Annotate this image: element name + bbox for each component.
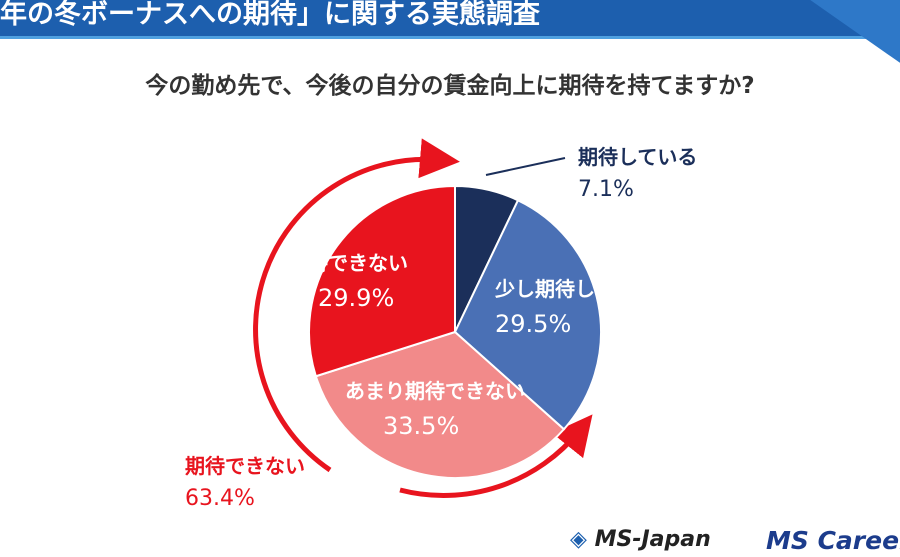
ms-career-logo: MS Career [766, 526, 900, 555]
annotation-value: 63.4% [185, 486, 255, 511]
label-1: 少し期待している [494, 277, 654, 301]
pie-slice-2 [314, 330, 566, 479]
value-3: 29.9% [318, 284, 394, 312]
ms-japan-logo: ◈ MS-Japan [570, 527, 711, 552]
pie-slice-3 [308, 184, 456, 378]
leader-line [485, 157, 566, 176]
value-0: 7.1% [578, 177, 634, 202]
arc-arrow [253, 138, 460, 473]
chart-title: 今の勤め先で、今後の自分の賃金向上に期待を持てますか? [145, 73, 755, 99]
annotation-label: 期待できない [185, 454, 305, 478]
value-1: 29.5% [495, 310, 571, 338]
label-2: あまり期待できない [345, 379, 525, 403]
value-2: 33.5% [383, 412, 459, 440]
label-3: 期待できない [288, 251, 408, 275]
arc-arrow-bottom [399, 414, 593, 498]
header-title: 年の冬ボーナスへの期待」に関する実態調査 [0, 0, 540, 30]
pie-slice-1 [453, 198, 602, 431]
label-0: 期待している [578, 145, 697, 169]
